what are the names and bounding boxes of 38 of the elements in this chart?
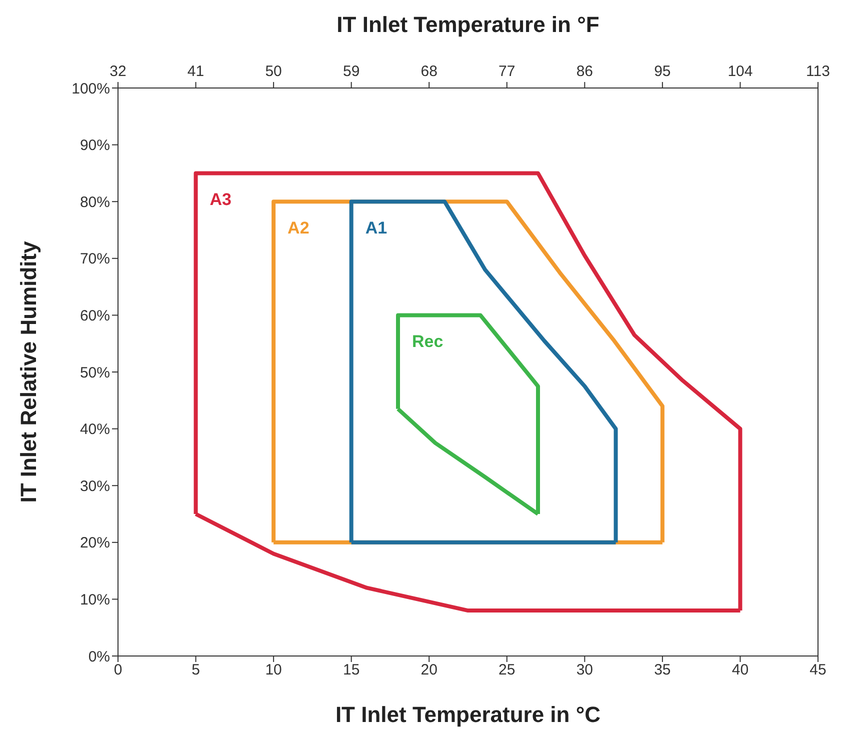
x-tick-label: 30 xyxy=(576,662,594,679)
y-tick-label: 30% xyxy=(80,478,110,495)
x-tick-label: 35 xyxy=(654,662,671,679)
y-tick-label: 60% xyxy=(80,308,110,325)
x-tick-label: 40 xyxy=(732,662,749,679)
x2-tick-label: 41 xyxy=(187,63,204,80)
x2-tick-label: 86 xyxy=(576,63,594,80)
x-tick-label: 20 xyxy=(420,662,438,679)
y-tick-label: 10% xyxy=(80,592,110,609)
y-tick-label: 40% xyxy=(80,421,110,438)
x-tick-label: 0 xyxy=(114,662,122,679)
x2-axis-title: IT Inlet Temperature in °F xyxy=(336,12,600,37)
series-label: Rec xyxy=(412,332,444,352)
series-label: A2 xyxy=(288,218,310,238)
x2-tick-label: 104 xyxy=(728,63,753,80)
x-tick-label: 25 xyxy=(498,662,516,679)
x-tick-label: 5 xyxy=(192,662,200,679)
x2-tick-label: 68 xyxy=(420,63,438,80)
x2-tick-label: 50 xyxy=(265,63,282,80)
y-axis-title: IT Inlet Relative Humidity xyxy=(16,240,41,503)
x2-tick-label: 59 xyxy=(342,63,360,80)
y-tick-label: 20% xyxy=(80,534,110,552)
y-tick-label: 70% xyxy=(80,250,110,268)
x2-tick-label: 95 xyxy=(654,63,671,80)
y-tick-label: 90% xyxy=(80,137,110,154)
series-label: A1 xyxy=(365,218,388,238)
y-tick-label: 50% xyxy=(80,364,110,382)
series-label: A3 xyxy=(210,190,232,210)
x-tick-label: 15 xyxy=(342,662,360,679)
x-tick-label: 45 xyxy=(810,662,826,679)
x2-tick-label: 32 xyxy=(110,63,126,80)
y-tick-label: 100% xyxy=(72,80,110,98)
x-tick-label: 10 xyxy=(265,662,282,679)
y-tick-label: 80% xyxy=(80,194,110,211)
x2-tick-label: 113 xyxy=(806,63,830,80)
x-axis-title: IT Inlet Temperature in °C xyxy=(335,702,601,727)
x2-tick-label: 77 xyxy=(498,63,516,80)
y-tick-label: 0% xyxy=(88,648,110,666)
